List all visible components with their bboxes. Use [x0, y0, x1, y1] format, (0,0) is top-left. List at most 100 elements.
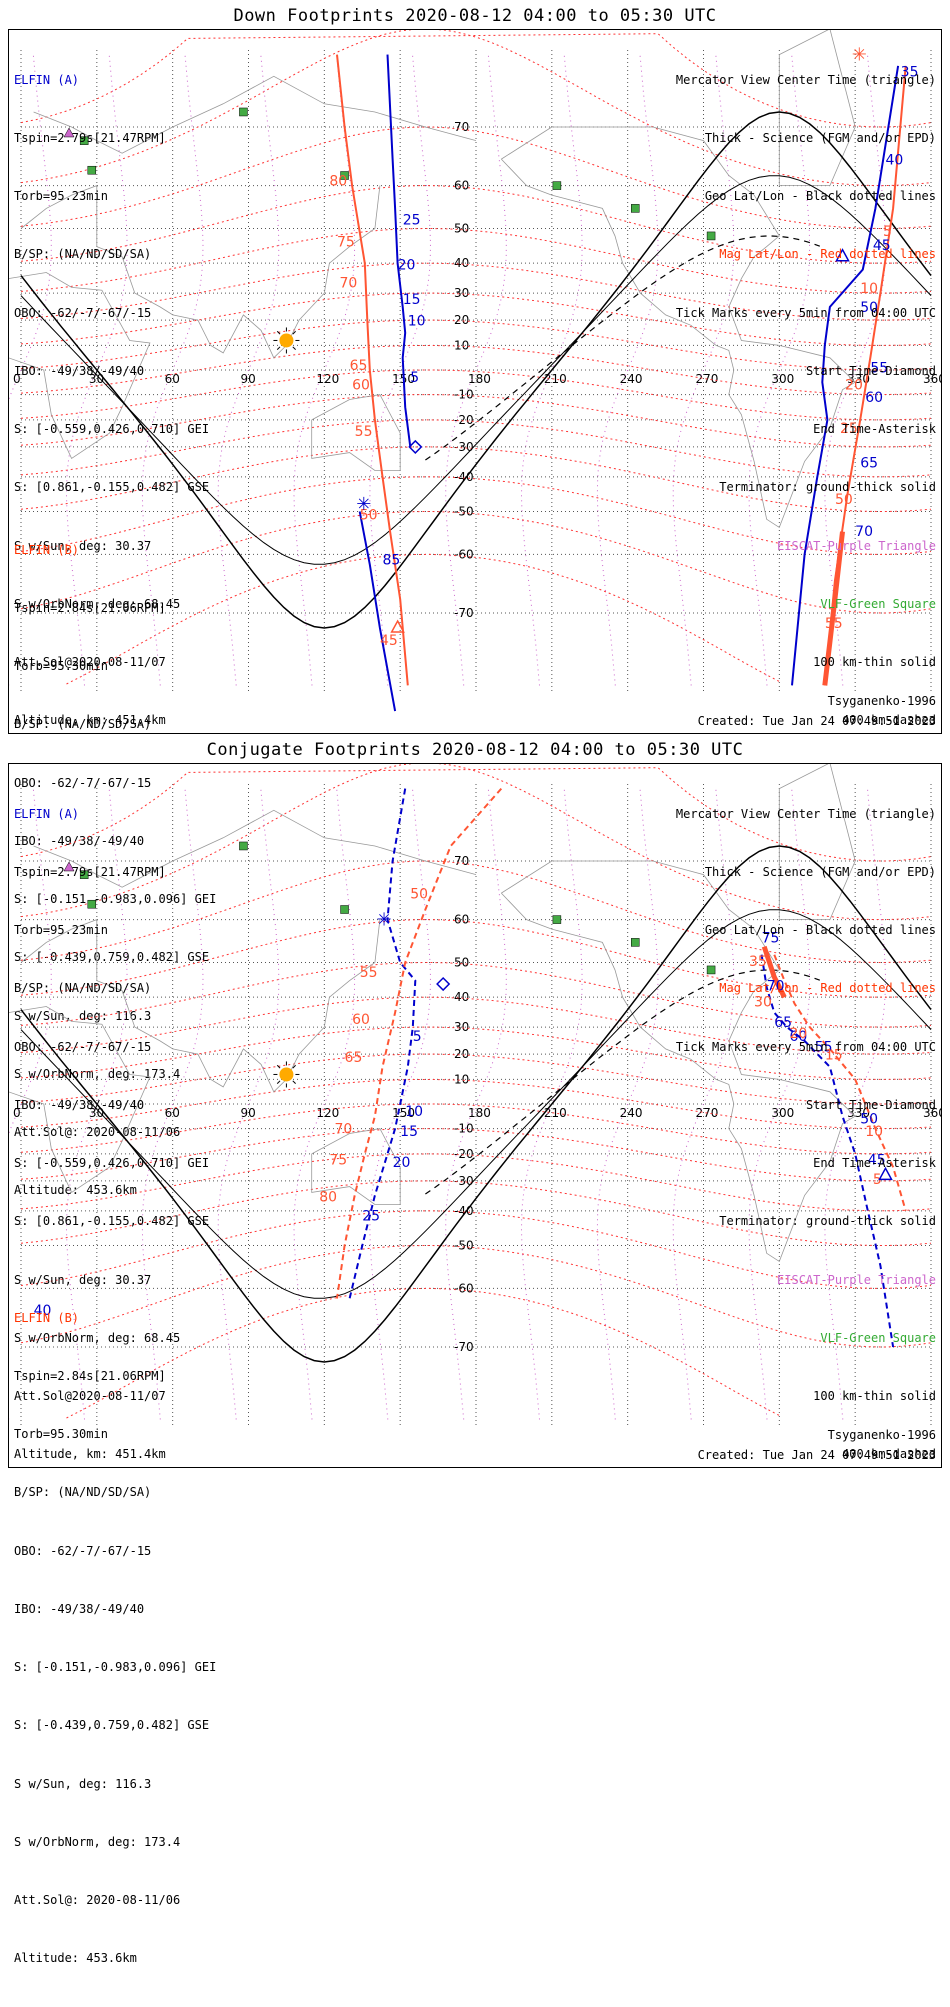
lat-tick-label: -60	[454, 547, 474, 561]
mag-lat-line	[20, 262, 932, 321]
elfin-a-line: Altitude, km: 451.4km	[14, 1447, 166, 1462]
elfin-a-tick-label: 40	[34, 1303, 52, 1319]
elfin-a-line: Torb=95.23min	[14, 923, 108, 938]
start-time-diamond	[408, 439, 423, 454]
legend-line: VLF-Green Square	[820, 1330, 936, 1345]
elfin-b-line: OBO: -62/-7/-67/-15	[14, 775, 152, 790]
legend-line: Thick - Science (FGM and/or EPD)	[704, 865, 936, 880]
mag-lon-line	[445, 54, 507, 686]
sun-ray	[276, 1064, 281, 1069]
legend-line: 100 km-thin solid	[813, 655, 936, 669]
elfin-b-tick-label: 55	[360, 965, 378, 981]
sun-ray	[276, 1080, 281, 1085]
lon-tick-label: 0	[13, 372, 21, 386]
elfin-a-tick-label: 15	[403, 292, 421, 308]
mag-lat-line	[20, 394, 932, 448]
elfin-a-line: Tspin=2.79s[21.47RPM]	[14, 865, 166, 880]
lat-tick-label: -60	[454, 1281, 474, 1295]
center-time-triangle	[835, 248, 850, 262]
mag-lon-line	[748, 788, 811, 1420]
elfin-a-name: ELFIN (A)	[14, 806, 80, 821]
legend-line: Geo Lat/Lon - Black dotted lines	[704, 189, 936, 204]
end-time-asterisk: ✳	[376, 910, 391, 931]
vlf-station-square	[340, 905, 349, 914]
elfin-a-line: S: [0.861,-0.155,0.482] GSE	[14, 1214, 210, 1229]
mag-lat-line	[20, 292, 932, 346]
elfin-b-name: ELFIN (B)	[14, 542, 80, 557]
elfin-a-tick-label: 15	[400, 1124, 418, 1140]
elfin-a-tick-label: 75	[762, 930, 780, 946]
eiscat-triangle	[63, 861, 75, 872]
mag-lat-line	[66, 553, 780, 685]
lat-tick-label: -50	[454, 1239, 474, 1253]
lon-tick-label: 90	[241, 1106, 256, 1120]
mag-lat-line	[20, 1128, 932, 1182]
elfin-b-tick-label: 70	[334, 1122, 352, 1138]
map-panel-conjugate: 0306090120150180210240270300330360706050…	[8, 763, 942, 1965]
coastline	[501, 860, 856, 1263]
lat-tick-label: -30	[454, 1174, 474, 1188]
lat-tick-label: 60	[454, 179, 469, 193]
elfin-a-line: IBO: -49/38/-49/40	[14, 363, 145, 378]
mag-lat-line	[20, 996, 932, 1055]
mag-lon-line	[9, 54, 52, 686]
lat-tick-label: 20	[454, 1047, 469, 1061]
mag-lon-line	[520, 54, 583, 686]
terminator-100km	[20, 909, 932, 1299]
sun-ray	[292, 1064, 296, 1069]
elfin-a-track-south	[358, 511, 397, 712]
mag-lat-line	[20, 419, 932, 478]
elfin-b-line: S: [-0.151,-0.983,0.096] GEI	[14, 1660, 217, 1675]
coastline	[9, 1006, 151, 1193]
elfin-a-tick-label: 70	[855, 524, 873, 540]
mag-lat-line	[20, 476, 932, 555]
elfin-a-tick-label: 50	[860, 1112, 878, 1128]
vlf-station-square	[79, 136, 89, 145]
mag-lon-line	[445, 788, 507, 1420]
elfin-a-track-east	[791, 65, 900, 686]
elfin-b-name: ELFIN (B)	[14, 1310, 80, 1325]
vlf-station-square	[87, 899, 97, 909]
mag-lon-line	[217, 54, 280, 686]
elfin-b-line: Torb=95.30min	[14, 1427, 108, 1442]
elfin-b-tick-label: 65	[345, 1050, 363, 1066]
mag-lon-line	[824, 788, 887, 1420]
elfin-b-tick-label: 75	[337, 235, 355, 251]
lon-tick-label: 180	[468, 372, 491, 386]
end-time-asterisk: ✳	[852, 45, 867, 66]
vlf-station-square	[706, 965, 716, 975]
legend-line: Tick Marks every 5min from 04:00 UTC	[675, 1039, 936, 1054]
terminator-100km	[20, 175, 932, 565]
elfin-b-line: S w/OrbNorm, deg: 173.4	[14, 1834, 181, 1849]
elfin-a-info-down: ELFIN (A) Tspin=2.79s[21.47RPM] Torb=95.…	[14, 32, 209, 769]
sun-ray	[292, 1080, 296, 1085]
elfin-a-tick-label: 60	[789, 1029, 807, 1045]
elfin-b-tick-label: 10	[860, 281, 878, 297]
elfin-b-tick-label: 55	[825, 616, 843, 632]
start-time-diamond	[436, 976, 451, 992]
elfin-a-tick-label: 60	[865, 390, 883, 406]
model-label: Tsyganenko-1996	[827, 1428, 936, 1442]
legend-line: Mercator View Center Time (triangle)	[675, 72, 936, 87]
mag-lat-line	[20, 1026, 932, 1080]
lat-tick-label: 70	[454, 120, 469, 134]
elfin-a-tick-label: 65	[774, 1015, 792, 1031]
legend-line: Terminator: ground-thick solid	[719, 480, 936, 495]
legend-line: End Time-Asterisk	[813, 1156, 936, 1171]
elfin-b-tick-label: 50	[410, 887, 428, 903]
end-time-asterisk: ✳	[356, 494, 371, 515]
legend-line: VLF-Green Square	[820, 596, 936, 611]
elfin-b-tick-label: 50	[360, 507, 378, 523]
elfin-a-tick-label: 70	[767, 979, 785, 995]
mag-lon-line	[293, 788, 356, 1420]
elfin-a-tick-label: 5	[413, 1029, 422, 1045]
elfin-a-line: IBO: -49/38/-49/40	[14, 1097, 145, 1112]
lat-tick-label: 40	[454, 990, 469, 1004]
elfin-a-line: S w/OrbNorm, deg: 68.45	[14, 596, 181, 611]
lat-tick-label: 60	[454, 913, 469, 927]
mag-lat-line	[20, 227, 932, 294]
mag-lat-line	[20, 961, 932, 1028]
elfin-b-tick-label: 80	[319, 1189, 337, 1205]
mag-lat-line	[20, 1153, 932, 1212]
mag-lon-line	[748, 54, 811, 686]
